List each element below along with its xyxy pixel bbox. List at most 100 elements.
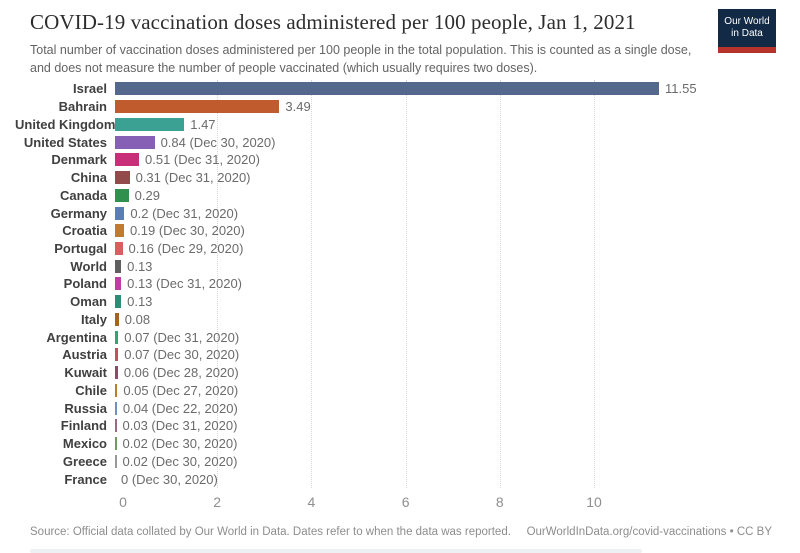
bar-row: Austria 0.07 (Dec 30, 2020) (15, 346, 785, 364)
x-tick-label: 8 (495, 493, 504, 510)
bar[interactable] (115, 419, 117, 433)
bar-row: Croatia 0.19 (Dec 30, 2020) (15, 222, 785, 240)
bar-zone: 0.02 (Dec 30, 2020) (115, 452, 785, 470)
bar-zone: 0.51 (Dec 31, 2020) (115, 151, 785, 169)
bar-row: Russia 0.04 (Dec 22, 2020) (15, 399, 785, 417)
bar-row: United States 0.84 (Dec 30, 2020) (15, 133, 785, 151)
country-label: Israel (73, 81, 107, 97)
bar[interactable] (115, 188, 129, 202)
page-title: COVID-19 vaccination doses administered … (30, 10, 636, 34)
bar[interactable] (115, 330, 119, 344)
bar-row: Kuwait 0.06 (Dec 28, 2020) (15, 364, 785, 382)
bar[interactable] (115, 82, 659, 96)
bar-zone: 0.04 (Dec 22, 2020) (115, 399, 785, 417)
bar[interactable] (115, 277, 122, 291)
country-label: Austria (62, 347, 107, 363)
bar-row: Canada 0.29 (15, 186, 785, 204)
bar-zone: 0.13 (115, 293, 785, 311)
owid-url-link[interactable]: OurWorldInData.org/covid-vaccinations • … (526, 526, 772, 538)
bar-zone: 0.13 (Dec 31, 2020) (115, 275, 785, 293)
bar-row: Argentina 0.07 (Dec 31, 2020) (15, 328, 785, 346)
bar-zone: 0.2 (Dec 31, 2020) (115, 204, 785, 222)
value-label: 0.05 (Dec 27, 2020) (123, 382, 239, 398)
value-label: 0.08 (124, 311, 151, 327)
bar-row: World 0.13 (15, 257, 785, 275)
bar-row: Oman 0.13 (15, 293, 785, 311)
bar-rows: Israel 11.55 Bahrain 3.49 United Kingdom… (15, 80, 785, 488)
owid-logo-accent-bar (718, 47, 776, 53)
bar-zone: 0.05 (Dec 27, 2020) (115, 381, 785, 399)
country-label: Chile (75, 382, 107, 398)
bar[interactable] (115, 454, 117, 468)
owid-logo[interactable]: Our World in Data (718, 9, 776, 53)
bar[interactable] (115, 295, 122, 309)
chart-footer: Source: Official data collated by Our Wo… (30, 526, 772, 538)
bar[interactable] (115, 401, 117, 415)
value-label: 0.07 (Dec 31, 2020) (124, 329, 240, 345)
country-label: Portugal (54, 240, 107, 256)
owid-logo-line1: Our World (724, 15, 770, 27)
bar[interactable] (115, 153, 140, 167)
bar-row: Germany 0.2 (Dec 31, 2020) (15, 204, 785, 222)
chart-subtitle: Total number of vaccination doses admini… (30, 43, 692, 76)
bar-zone: 3.49 (115, 98, 785, 116)
country-label: World (70, 258, 107, 274)
country-label: Russia (64, 400, 107, 416)
x-tick-label: 2 (213, 493, 222, 510)
bar[interactable] (115, 224, 124, 238)
x-axis-ticks: 0 2 4 6 8 10 (15, 492, 785, 516)
bar-row: Finland 0.03 (Dec 31, 2020) (15, 417, 785, 435)
owid-logo-text: Our World in Data (718, 9, 776, 47)
value-label: 3.49 (285, 99, 311, 115)
bar[interactable] (115, 383, 118, 397)
value-label: 0.02 (Dec 30, 2020) (122, 453, 238, 469)
bar-zone: 0.84 (Dec 30, 2020) (115, 133, 785, 151)
value-label: 0.02 (Dec 30, 2020) (122, 436, 238, 452)
bar[interactable] (115, 135, 155, 149)
bar-zone: 0.07 (Dec 31, 2020) (115, 328, 785, 346)
x-tick-label: 6 (401, 493, 410, 510)
bar-row: China 0.31 (Dec 31, 2020) (15, 169, 785, 187)
bar[interactable] (115, 312, 119, 326)
owid-logo-line2: in Data (731, 28, 763, 39)
country-label: Finland (60, 418, 107, 434)
country-label: Kuwait (64, 365, 107, 381)
bar-zone: 0 (Dec 30, 2020) (115, 470, 785, 488)
source-note: Source: Official data collated by Our Wo… (30, 526, 511, 538)
chart-header: COVID-19 vaccination doses administered … (30, 10, 710, 77)
bar-row: United Kingdom 1.47 (15, 115, 785, 133)
bar[interactable] (115, 100, 280, 114)
country-label: Poland (63, 276, 107, 292)
bar[interactable] (115, 348, 119, 362)
bar[interactable] (115, 206, 125, 220)
country-label: Argentina (46, 329, 107, 345)
bar[interactable] (115, 241, 123, 255)
bar-zone: 0.31 (Dec 31, 2020) (115, 169, 785, 187)
bar-chart: Israel 11.55 Bahrain 3.49 United Kingdom… (15, 80, 785, 516)
country-label: China (70, 170, 107, 186)
bar-row: Denmark 0.51 (Dec 31, 2020) (15, 151, 785, 169)
bar[interactable] (115, 259, 122, 273)
country-label: United States (23, 134, 107, 150)
bar[interactable] (115, 366, 118, 380)
bar-zone: 0.06 (Dec 28, 2020) (115, 364, 785, 382)
bar[interactable] (115, 171, 130, 185)
bar-row: France 0 (Dec 30, 2020) (15, 470, 785, 488)
country-label: Bahrain (58, 99, 107, 115)
value-label: 0.29 (134, 187, 160, 203)
bar[interactable] (115, 437, 117, 451)
value-label: 0.16 (Dec 29, 2020) (128, 240, 244, 256)
bar-zone: 0.19 (Dec 30, 2020) (115, 222, 785, 240)
bar-zone: 1.47 (115, 115, 785, 133)
bar[interactable] (115, 117, 185, 131)
bar-zone: 0.07 (Dec 30, 2020) (115, 346, 785, 364)
country-label: Croatia (62, 223, 107, 239)
value-label: 0.13 (127, 294, 153, 310)
country-label: Germany (50, 205, 107, 221)
country-label: Canada (60, 187, 107, 203)
country-label: Oman (70, 294, 107, 310)
value-label: 0.13 (127, 258, 153, 274)
x-tick-label: 10 (586, 493, 602, 510)
value-label: 0.84 (Dec 30, 2020) (160, 134, 276, 150)
